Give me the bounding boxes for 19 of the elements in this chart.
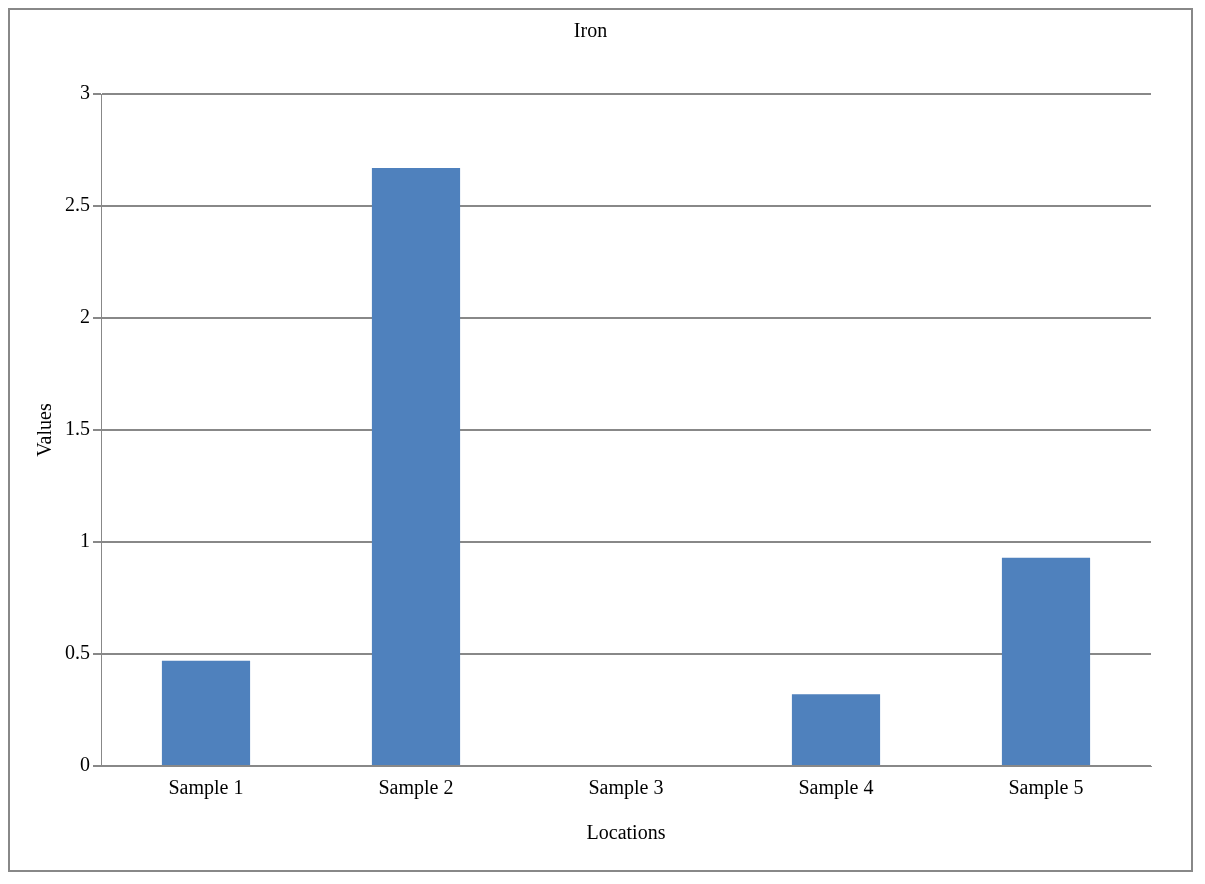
y-tick-label: 2.5 [65, 193, 90, 216]
y-tick-label: 3 [80, 81, 90, 104]
y-tick-label: 0 [80, 753, 90, 776]
bar [371, 167, 461, 765]
bar [791, 694, 881, 765]
y-tick-label: 0.5 [65, 641, 90, 664]
chart-title: Iron [573, 19, 608, 42]
bar [1001, 557, 1091, 765]
x-tick-label: Sample 5 [1008, 776, 1084, 800]
y-tick-label: 1 [80, 529, 90, 552]
x-tick-label: Sample 3 [588, 776, 664, 800]
x-tick-label: Sample 1 [168, 776, 244, 800]
bar [161, 660, 251, 765]
x-axis-title: Locations [586, 821, 666, 844]
x-tick-label: Sample 4 [798, 776, 874, 800]
y-axis-title: Values [33, 403, 56, 457]
x-tick-label: Sample 2 [378, 776, 454, 800]
y-tick-label: 2 [80, 305, 90, 328]
y-tick-label: 1.5 [65, 417, 90, 440]
